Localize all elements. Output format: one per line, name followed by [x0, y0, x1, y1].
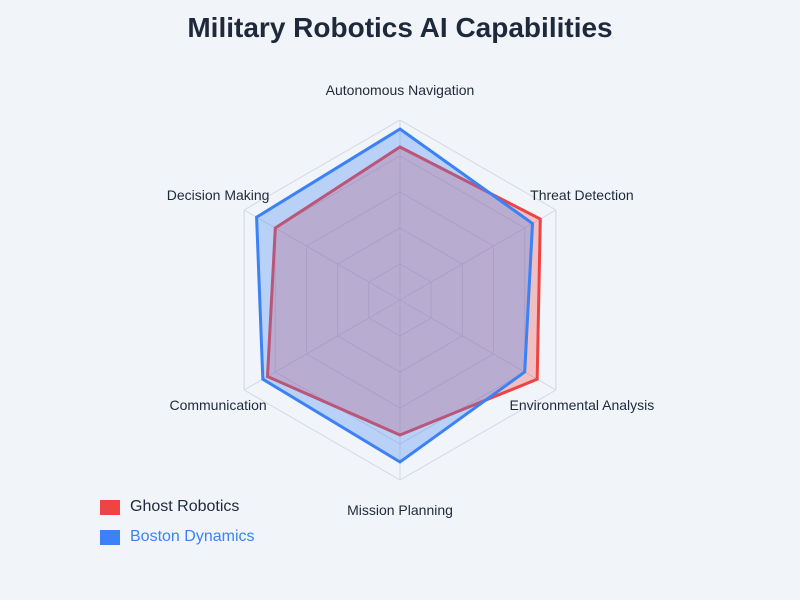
series-ghost-robotics[interactable]: [265, 145, 542, 437]
legend-label-boston-dynamics: Boston Dynamics: [130, 528, 255, 545]
legend: Ghost Robotics Boston Dynamics: [100, 496, 255, 556]
axis-label-decision-making: Decision Making: [167, 187, 270, 203]
legend-swatch-boston-dynamics: [100, 529, 120, 545]
radar-grid: [243, 119, 557, 481]
legend-swatch-ghost-robotics: [100, 499, 120, 515]
axis-label-environmental-analysis: Environmental Analysis: [510, 397, 655, 413]
series-boston-dynamics[interactable]: [255, 127, 535, 464]
legend-item-ghost-robotics[interactable]: Ghost Robotics: [100, 496, 255, 518]
axis-label-mission-planning: Mission Planning: [347, 502, 453, 518]
grid-spoke-communication: [243, 299, 401, 391]
grid-spoke-decision-making: [243, 209, 401, 301]
axis-labels: Autonomous Navigation Threat Detection Env…: [167, 82, 655, 518]
axis-label-threat-detection: Threat Detection: [530, 187, 634, 203]
grid-spoke-threat-detection: [399, 209, 557, 301]
chart-title: Military Robotics AI Capabilities: [187, 12, 613, 43]
grid-spoke-environmental-analysis: [399, 299, 557, 391]
axis-label-autonomous-navigation: Autonomous Navigation: [326, 82, 475, 98]
radar-series-layer: [255, 127, 542, 464]
legend-item-boston-dynamics[interactable]: Boston Dynamics: [100, 526, 255, 548]
axis-label-communication: Communication: [169, 397, 266, 413]
legend-label-ghost-robotics: Ghost Robotics: [130, 498, 240, 515]
